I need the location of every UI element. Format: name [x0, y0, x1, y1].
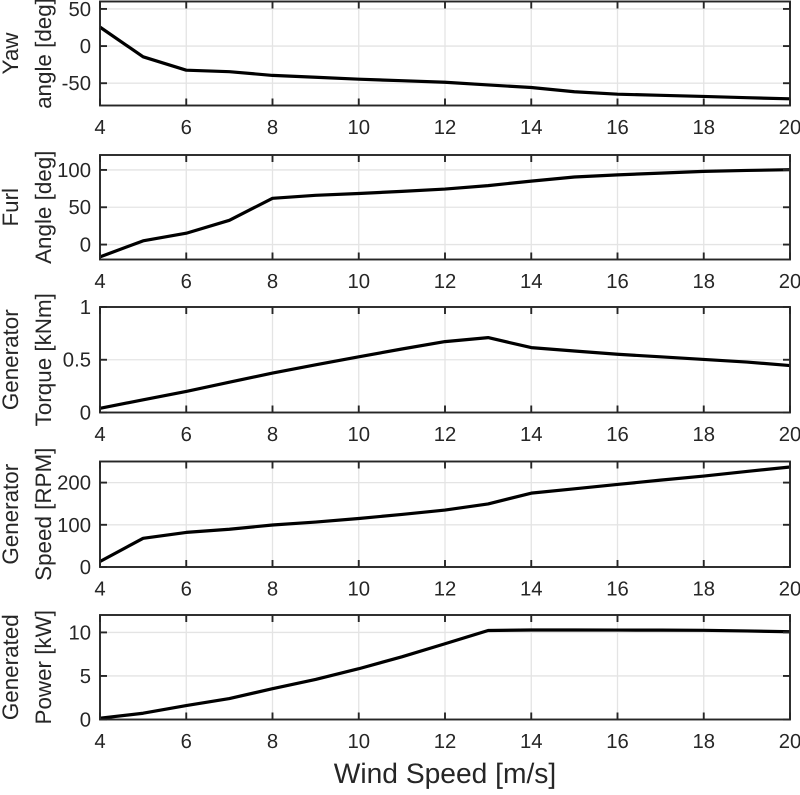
svg-text:18: 18: [692, 578, 715, 600]
svg-text:20: 20: [779, 117, 800, 139]
svg-text:14: 14: [520, 271, 543, 293]
svg-text:100: 100: [57, 515, 91, 537]
svg-text:5: 5: [80, 666, 91, 688]
svg-text:14: 14: [520, 117, 543, 139]
svg-text:16: 16: [606, 271, 629, 293]
svg-text:8: 8: [267, 731, 278, 753]
svg-text:18: 18: [692, 117, 715, 139]
svg-text:12: 12: [434, 424, 457, 446]
svg-text:4: 4: [94, 731, 105, 753]
svg-text:20: 20: [779, 271, 800, 293]
svg-text:8: 8: [267, 424, 278, 446]
svg-text:10: 10: [347, 117, 370, 139]
svg-text:20: 20: [779, 578, 800, 600]
svg-text:18: 18: [692, 271, 715, 293]
svg-text:0: 0: [80, 402, 91, 424]
svg-text:10: 10: [347, 271, 370, 293]
svg-text:100: 100: [57, 160, 91, 182]
svg-text:20: 20: [779, 424, 800, 446]
svg-text:50: 50: [68, 0, 91, 21]
svg-text:Furl: Furl: [0, 188, 23, 227]
svg-text:8: 8: [267, 117, 278, 139]
svg-text:16: 16: [606, 578, 629, 600]
svg-text:18: 18: [692, 424, 715, 446]
svg-text:4: 4: [94, 424, 105, 446]
svg-text:4: 4: [94, 578, 105, 600]
svg-text:4: 4: [94, 117, 105, 139]
svg-text:6: 6: [181, 271, 192, 293]
svg-text:Generator: Generator: [0, 463, 23, 564]
svg-text:Generated: Generated: [0, 614, 23, 720]
svg-text:12: 12: [434, 271, 457, 293]
svg-text:angle [deg]: angle [deg]: [31, 0, 56, 109]
svg-text:8: 8: [267, 578, 278, 600]
svg-text:Yaw: Yaw: [0, 32, 23, 75]
svg-text:-50: -50: [62, 73, 91, 95]
svg-text:Wind Speed [m/s]: Wind Speed [m/s]: [334, 757, 556, 789]
svg-text:14: 14: [520, 731, 543, 753]
svg-text:8: 8: [267, 271, 278, 293]
svg-text:Generator: Generator: [0, 309, 23, 410]
svg-text:16: 16: [606, 731, 629, 753]
svg-text:Power [kW]: Power [kW]: [31, 610, 56, 724]
svg-text:6: 6: [181, 424, 192, 446]
svg-text:0: 0: [80, 36, 91, 58]
svg-text:6: 6: [181, 731, 192, 753]
svg-text:14: 14: [520, 578, 543, 600]
svg-text:6: 6: [181, 578, 192, 600]
svg-text:0: 0: [80, 557, 91, 579]
svg-text:1: 1: [80, 297, 91, 319]
svg-text:18: 18: [692, 731, 715, 753]
svg-text:12: 12: [434, 578, 457, 600]
svg-text:6: 6: [181, 117, 192, 139]
svg-text:50: 50: [68, 197, 91, 219]
svg-text:10: 10: [347, 578, 370, 600]
svg-text:10: 10: [347, 424, 370, 446]
svg-text:12: 12: [434, 117, 457, 139]
svg-text:Torque [kNm]: Torque [kNm]: [31, 293, 56, 426]
svg-text:0.5: 0.5: [63, 350, 91, 372]
svg-text:200: 200: [57, 473, 91, 495]
svg-text:0: 0: [80, 709, 91, 731]
svg-text:12: 12: [434, 731, 457, 753]
svg-text:10: 10: [68, 622, 91, 644]
svg-text:0: 0: [80, 235, 91, 257]
svg-text:14: 14: [520, 424, 543, 446]
svg-text:Angle [deg]: Angle [deg]: [31, 151, 56, 264]
svg-text:10: 10: [347, 731, 370, 753]
svg-text:4: 4: [94, 271, 105, 293]
svg-text:16: 16: [606, 117, 629, 139]
svg-text:20: 20: [779, 731, 800, 753]
svg-text:Speed [RPM]: Speed [RPM]: [31, 448, 56, 581]
svg-text:16: 16: [606, 424, 629, 446]
